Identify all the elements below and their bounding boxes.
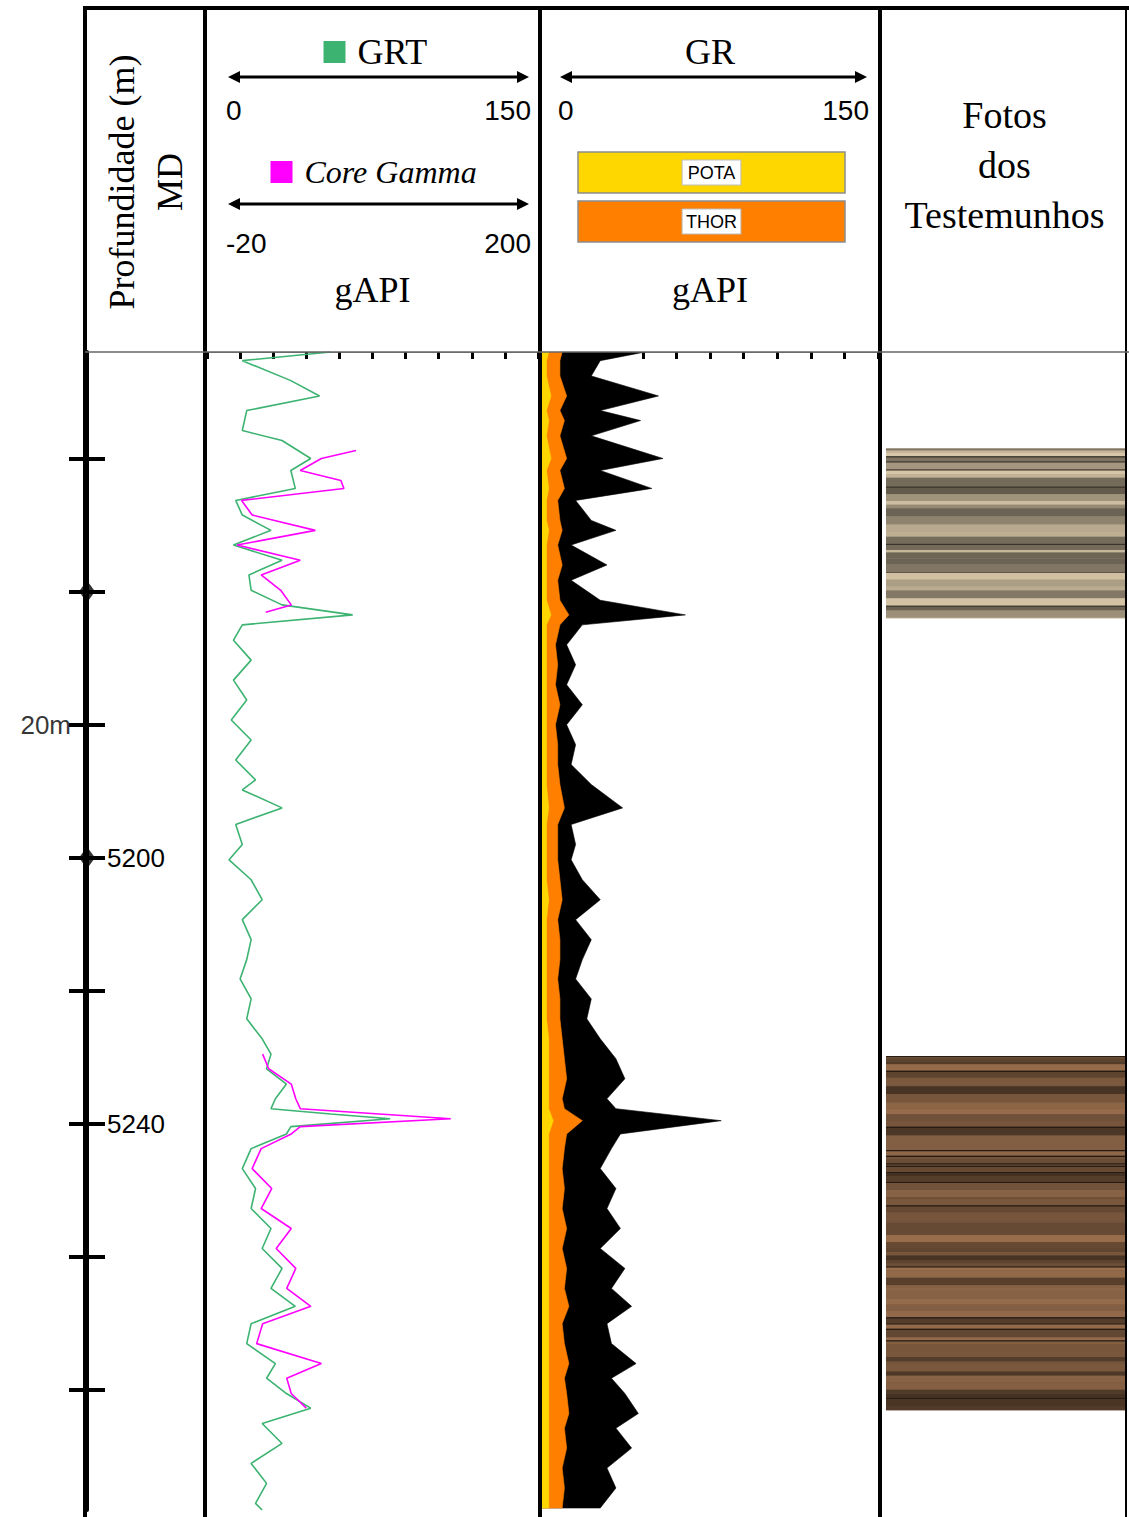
svg-text:THOR: THOR <box>686 212 737 232</box>
svg-text:0: 0 <box>558 95 574 126</box>
svg-text:gAPI: gAPI <box>334 270 410 310</box>
svg-text:150: 150 <box>822 95 869 126</box>
svg-text:-20: -20 <box>226 228 266 259</box>
svg-text:20m: 20m <box>20 710 71 740</box>
svg-text:MD: MD <box>150 153 190 211</box>
svg-text:Fotos: Fotos <box>962 94 1046 136</box>
svg-text:Testemunhos: Testemunhos <box>905 194 1105 236</box>
svg-text:Core Gamma: Core Gamma <box>305 154 477 190</box>
svg-text:POTA: POTA <box>688 163 736 183</box>
svg-text:200: 200 <box>484 228 531 259</box>
svg-text:dos: dos <box>978 144 1031 186</box>
svg-text:Profundidade (m): Profundidade (m) <box>102 55 142 310</box>
svg-text:0: 0 <box>226 95 242 126</box>
svg-text:5240: 5240 <box>107 1109 165 1139</box>
svg-text:GR: GR <box>685 32 735 72</box>
svg-text:150: 150 <box>484 95 531 126</box>
svg-text:gAPI: gAPI <box>672 270 748 310</box>
svg-text:GRT: GRT <box>358 32 428 72</box>
svg-text:5200: 5200 <box>107 843 165 873</box>
